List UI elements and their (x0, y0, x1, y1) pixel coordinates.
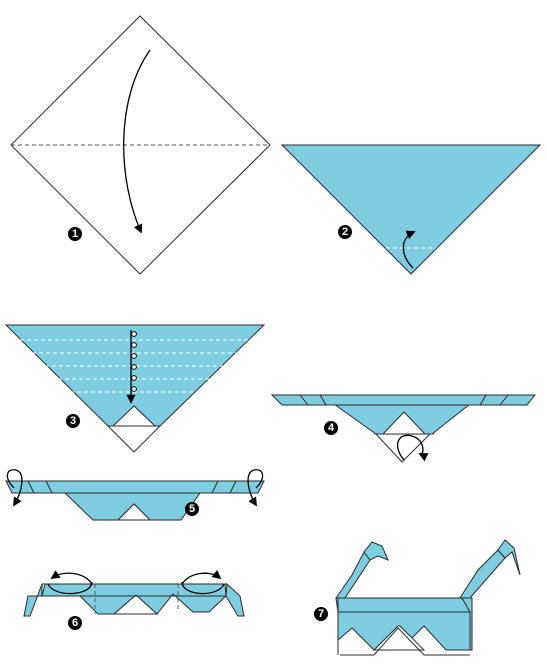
fold-up-arrow-icon (396, 434, 429, 462)
step-4: 4 (270, 394, 537, 463)
fold-over-arrow-icon (181, 569, 222, 585)
frame-top (335, 597, 473, 613)
step-badge-2: 2 (338, 225, 352, 239)
svg-text:1: 1 (72, 228, 78, 240)
svg-text:3: 3 (70, 415, 76, 427)
fold-down-arrow-icon (123, 49, 151, 234)
finished-glasses-icon (340, 627, 470, 656)
nose-notch (112, 594, 159, 615)
step-6: 6 (23, 569, 245, 630)
step-badge-4: 4 (324, 421, 338, 435)
nose-notch (116, 503, 152, 521)
step-badge-7: 7 (314, 607, 328, 621)
band (5, 480, 265, 494)
nose-notch (372, 625, 426, 651)
step-7: 7 (314, 539, 521, 656)
step-2: 2 (280, 144, 542, 275)
triangle-paper (280, 144, 542, 275)
left-temple (335, 551, 371, 599)
fold-over-arrow-icon (50, 570, 93, 585)
right-temple-tip (497, 539, 521, 576)
svg-text:7: 7 (318, 608, 324, 620)
step-badge-3: 3 (66, 414, 80, 428)
fold-up-arrow-icon (402, 230, 416, 269)
svg-text:4: 4 (328, 422, 335, 434)
svg-text:5: 5 (189, 503, 195, 515)
right-temple (459, 549, 506, 599)
step-5: 5 (5, 469, 265, 521)
step-1: 1 (10, 15, 271, 275)
fold-back-arrow-icon (6, 469, 23, 507)
svg-text:2: 2 (342, 226, 348, 238)
step-badge-1: 1 (68, 227, 82, 241)
white-tip (106, 425, 162, 453)
pleated-band (270, 394, 537, 406)
pleat-fold-icon (126, 330, 137, 404)
step-3: 3 (4, 324, 266, 453)
svg-text:6: 6 (72, 617, 78, 629)
left-temple-tip (363, 541, 389, 561)
step-badge-5: 5 (185, 502, 199, 516)
right-temple (225, 582, 245, 617)
step-badge-6: 6 (68, 616, 82, 630)
left-temple (23, 583, 43, 617)
fold-back-arrow-icon (247, 469, 264, 507)
